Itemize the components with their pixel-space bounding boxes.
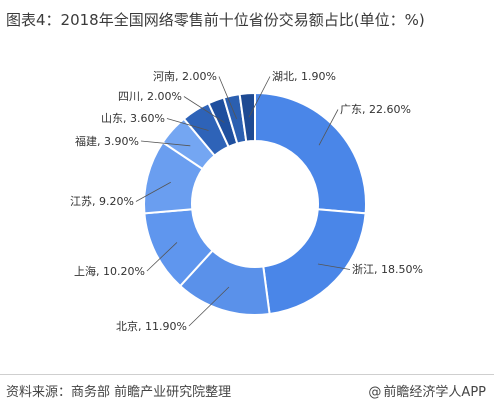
slice-10 [238, 91, 256, 143]
source-note: 资料来源：商务部 前瞻产业研究院整理 [6, 385, 232, 400]
labels-group: 广东, 22.60% 浙江, 18.50% 北京, 11.90% 上海, 10.20%… [70, 70, 423, 333]
leader-line-3 [188, 286, 230, 327]
data-label-5: 江苏, 9.20% [70, 195, 134, 208]
leader-line-2 [317, 263, 351, 270]
leader-line-7 [166, 118, 209, 131]
data-label-10: 湖北, 1.90% [272, 70, 336, 83]
slice-2 [262, 208, 367, 316]
chart-title: 图表4：2018年全国网络零售前十位省份交易额占比(单位：%) [6, 11, 425, 29]
footer-divider [0, 374, 494, 375]
data-label-9: 河南, 2.00% [153, 70, 217, 83]
leader-lines-group [135, 76, 351, 327]
leader-line-8 [183, 96, 225, 123]
data-label-1: 广东, 22.60% [340, 103, 411, 116]
brand-label: 前瞻经济学人APP [383, 385, 486, 400]
at-sign-icon: @ [368, 385, 382, 400]
leader-line-5 [135, 181, 171, 202]
brand-credit: @ 前瞻经济学人APP [368, 381, 486, 400]
data-label-6: 福建, 3.90% [75, 134, 139, 148]
data-label-4: 上海, 10.20% [74, 264, 145, 278]
slices-group [143, 91, 367, 316]
donut-chart: 广东, 22.60% 浙江, 18.50% 北京, 11.90% 上海, 10.20%… [70, 70, 423, 333]
leader-line-6 [140, 140, 191, 147]
data-label-7: 山东, 3.60% [101, 112, 165, 125]
slice-1 [254, 91, 367, 215]
leader-line-10 [248, 76, 271, 118]
leader-line-4 [146, 242, 178, 272]
data-label-3: 北京, 11.90% [116, 319, 187, 333]
data-label-2: 浙江, 18.50% [352, 263, 423, 276]
leader-line-1 [318, 109, 339, 146]
data-label-8: 四川, 2.00% [118, 90, 182, 103]
leader-line-9 [218, 76, 238, 120]
